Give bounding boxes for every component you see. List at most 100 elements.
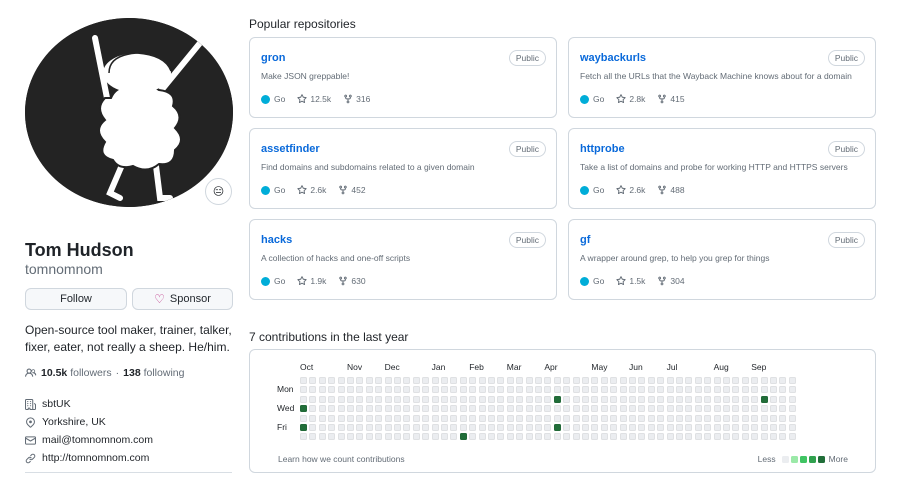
repo-forks[interactable]: 630	[338, 276, 366, 286]
contribution-cell[interactable]	[553, 405, 561, 413]
contribution-cell[interactable]	[459, 424, 467, 431]
contribution-cell[interactable]	[553, 424, 561, 431]
contribution-cell[interactable]	[563, 395, 571, 403]
contribution-cell[interactable]	[779, 386, 787, 394]
contribution-cell[interactable]	[488, 377, 495, 384]
contribution-cell[interactable]	[384, 386, 392, 394]
contribution-cell[interactable]	[676, 433, 683, 441]
contribution-cell[interactable]	[516, 377, 524, 384]
contribution-cell[interactable]	[412, 414, 420, 422]
contribution-cell[interactable]	[741, 433, 749, 441]
contribution-cell[interactable]	[431, 414, 439, 422]
contribution-cell[interactable]	[770, 405, 777, 413]
contribution-cell[interactable]	[478, 405, 486, 413]
contribution-cell[interactable]	[450, 433, 458, 441]
contribution-cell[interactable]	[318, 386, 326, 394]
contribution-cell[interactable]	[591, 405, 599, 413]
contribution-cell[interactable]	[309, 395, 317, 403]
contribution-cell[interactable]	[666, 386, 674, 394]
contribution-cell[interactable]	[788, 414, 796, 422]
contribution-cell[interactable]	[318, 377, 326, 384]
contribution-cell[interactable]	[629, 377, 636, 384]
contribution-cell[interactable]	[412, 386, 420, 394]
contribution-cell[interactable]	[629, 386, 636, 394]
contribution-cell[interactable]	[394, 395, 401, 403]
contribution-cell[interactable]	[760, 386, 768, 394]
contribution-cell[interactable]	[356, 395, 364, 403]
contribution-cell[interactable]	[770, 395, 777, 403]
contribution-cell[interactable]	[516, 395, 524, 403]
contribution-cell[interactable]	[779, 433, 787, 441]
contribution-cell[interactable]	[770, 414, 777, 422]
contribution-cell[interactable]	[525, 414, 533, 422]
contribution-cell[interactable]	[544, 405, 552, 413]
contribution-cell[interactable]	[525, 424, 533, 431]
contribution-cell[interactable]	[779, 405, 787, 413]
contribution-cell[interactable]	[384, 424, 392, 431]
contribution-cell[interactable]	[347, 414, 354, 422]
repo-forks[interactable]: 452	[338, 185, 366, 195]
contribution-cell[interactable]	[347, 424, 354, 431]
contribution-cell[interactable]	[572, 386, 580, 394]
contribution-cell[interactable]	[553, 395, 561, 403]
contribution-cell[interactable]	[384, 414, 392, 422]
contribution-cell[interactable]	[563, 386, 571, 394]
contribution-cell[interactable]	[770, 386, 777, 394]
contribution-cell[interactable]	[751, 377, 759, 384]
contribution-cell[interactable]	[506, 386, 514, 394]
avatar[interactable]	[25, 18, 233, 207]
contribution-cell[interactable]	[685, 395, 693, 403]
contribution-cell[interactable]	[516, 414, 524, 422]
contribution-cell[interactable]	[657, 424, 665, 431]
contribution-cell[interactable]	[347, 405, 354, 413]
contribution-cell[interactable]	[403, 433, 411, 441]
contribution-cell[interactable]	[488, 414, 495, 422]
contribution-cell[interactable]	[309, 414, 317, 422]
contribution-cell[interactable]	[300, 433, 307, 441]
contribution-cell[interactable]	[318, 405, 326, 413]
contribution-cell[interactable]	[318, 414, 326, 422]
contribution-cell[interactable]	[582, 386, 589, 394]
contribution-cell[interactable]	[713, 414, 721, 422]
contribution-cell[interactable]	[300, 377, 307, 384]
contribution-cell[interactable]	[497, 424, 505, 431]
contribution-cell[interactable]	[770, 377, 777, 384]
contribution-cell[interactable]	[694, 386, 702, 394]
contribution-cell[interactable]	[300, 405, 307, 413]
contribution-cell[interactable]	[723, 377, 730, 384]
contribution-cell[interactable]	[337, 414, 345, 422]
contribution-cell[interactable]	[788, 405, 796, 413]
contribution-cell[interactable]	[676, 414, 683, 422]
contribution-cell[interactable]	[525, 395, 533, 403]
contribution-cell[interactable]	[610, 377, 618, 384]
repo-forks[interactable]: 415	[657, 94, 685, 104]
contribution-cell[interactable]	[497, 405, 505, 413]
contribution-cell[interactable]	[760, 414, 768, 422]
repo-stars[interactable]: 1.9k	[297, 276, 326, 286]
contribution-cell[interactable]	[337, 424, 345, 431]
contribution-cell[interactable]	[431, 424, 439, 431]
contribution-cell[interactable]	[582, 424, 589, 431]
contribution-cell[interactable]	[610, 433, 618, 441]
contribution-cell[interactable]	[591, 395, 599, 403]
contribution-cell[interactable]	[666, 405, 674, 413]
contribution-cell[interactable]	[516, 386, 524, 394]
contribution-cell[interactable]	[582, 377, 589, 384]
contribution-cell[interactable]	[488, 433, 495, 441]
contribution-cell[interactable]	[563, 424, 571, 431]
contribution-cell[interactable]	[619, 414, 627, 422]
contribution-cell[interactable]	[422, 433, 430, 441]
sponsor-button[interactable]: ♡ Sponsor	[132, 288, 233, 310]
contribution-cell[interactable]	[619, 433, 627, 441]
contribution-cell[interactable]	[563, 414, 571, 422]
contribution-cell[interactable]	[506, 414, 514, 422]
contribution-cell[interactable]	[685, 414, 693, 422]
followers-link[interactable]: 10.5k followers	[41, 367, 112, 379]
repo-stars[interactable]: 1.5k	[616, 276, 645, 286]
contribution-cell[interactable]	[422, 386, 430, 394]
contribution-cell[interactable]	[478, 433, 486, 441]
contribution-cell[interactable]	[469, 414, 477, 422]
contribution-cell[interactable]	[365, 395, 373, 403]
contribution-cell[interactable]	[365, 424, 373, 431]
contribution-cell[interactable]	[365, 405, 373, 413]
